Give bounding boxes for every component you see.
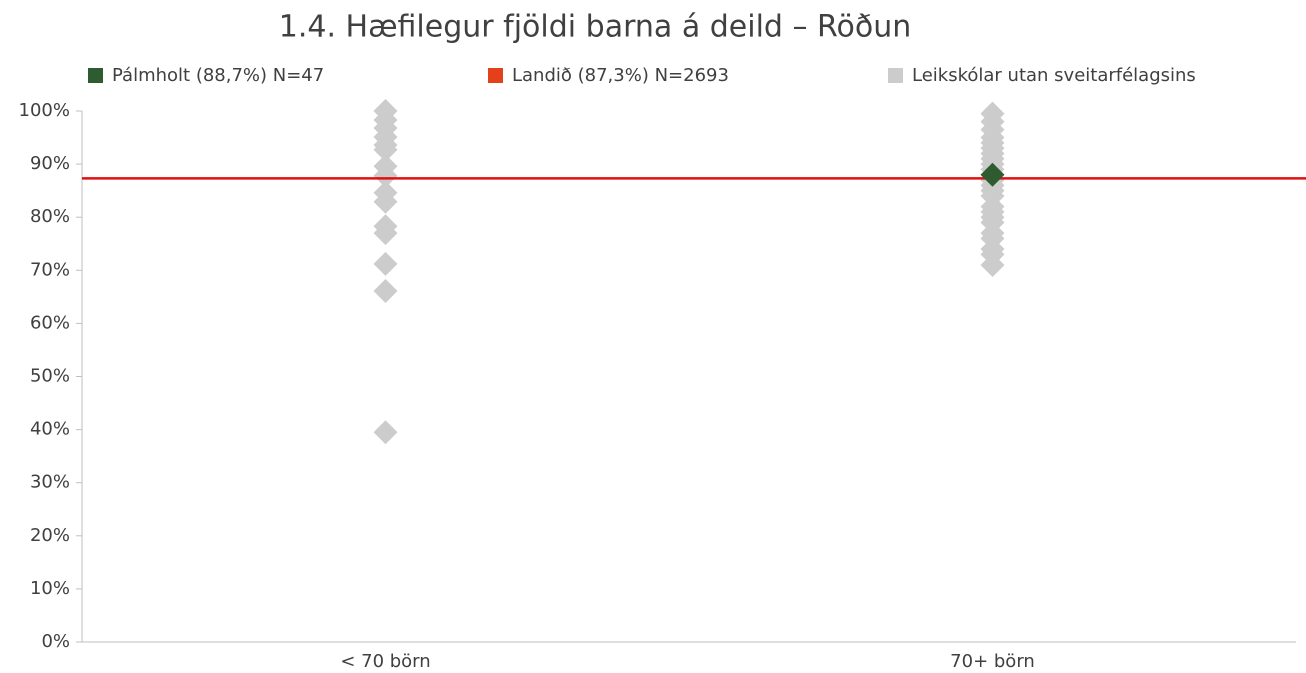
chart-title: 1.4. Hæfilegur fjöldi barna á deild – Rö… [279, 10, 912, 45]
legend-swatch [88, 68, 103, 83]
point [373, 420, 398, 445]
point [373, 279, 398, 304]
y-tick-label: 10% [30, 578, 70, 599]
point [373, 251, 398, 276]
y-tick-label: 0% [41, 631, 70, 652]
y-tick-label: 80% [30, 206, 70, 227]
y-tick-label: 100% [19, 100, 70, 121]
y-tick-label: 60% [30, 312, 70, 333]
legend-label: Pálmholt (88,7%) N=47 [112, 65, 324, 86]
y-tick-label: 40% [30, 419, 70, 440]
legend-swatch [888, 68, 903, 83]
legend-label: Leikskólar utan sveitarfélagsins [912, 65, 1196, 86]
point [980, 162, 1005, 187]
point [373, 189, 398, 214]
point [373, 221, 398, 246]
x-tick-label: 70+ börn [950, 651, 1035, 672]
point [373, 163, 398, 188]
legend-label: Landið (87,3%) N=2693 [512, 65, 729, 86]
y-tick-label: 20% [30, 525, 70, 546]
x-tick-label: < 70 börn [340, 651, 430, 672]
point [373, 137, 398, 162]
y-tick-label: 50% [30, 366, 70, 387]
y-tick-label: 90% [30, 153, 70, 174]
point [980, 252, 1005, 277]
y-tick-label: 70% [30, 259, 70, 280]
legend-swatch [488, 68, 503, 83]
y-tick-label: 30% [30, 472, 70, 493]
